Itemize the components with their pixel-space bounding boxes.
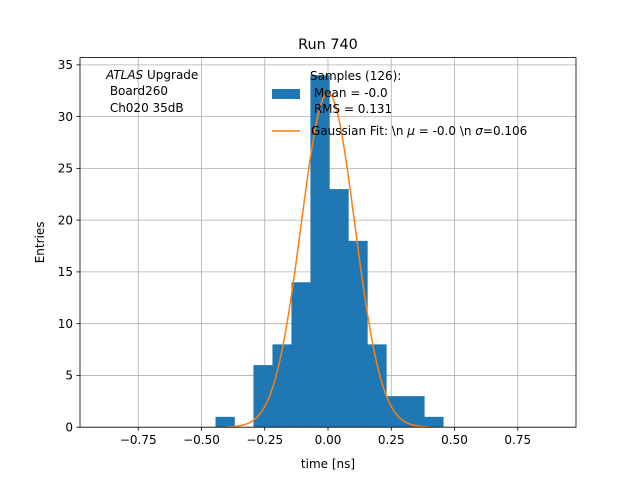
y-tick-label-4: 20	[58, 213, 73, 227]
atlas-label: ATLAS	[105, 68, 144, 82]
y-axis-label: Entries	[33, 222, 47, 264]
upgrade-label: Upgrade	[143, 68, 198, 82]
x-tick-label-4: 0.25	[378, 433, 405, 447]
histogram-bar-3	[291, 282, 311, 428]
histogram-bar-4	[310, 75, 330, 428]
legend-hist-swatch	[272, 89, 300, 99]
x-tick-label-5: 0.50	[441, 433, 468, 447]
legend-fit-part-middle: = -0.0 \n	[415, 124, 475, 138]
x-tick-label-3: 0.00	[315, 433, 342, 447]
histogram-bar-1	[253, 365, 273, 428]
atlas-annotation-line3: Ch020 35dB	[106, 101, 184, 115]
chart-title: Run 740	[298, 37, 358, 53]
x-tick-label-6: 0.75	[504, 433, 531, 447]
histogram-bar-0	[215, 416, 235, 428]
y-tick-label-2: 10	[58, 317, 73, 331]
x-axis-label: time [ns]	[301, 457, 355, 471]
histogram-bar-2	[272, 344, 292, 428]
atlas-annotation-line2: Board260	[106, 84, 168, 98]
legend-hist-line2: Mean = -0.0	[310, 86, 388, 100]
x-tick-label-0: −0.75	[120, 433, 157, 447]
y-axis-ticks: 0 5 10 15 20 25 30 35	[58, 58, 80, 435]
histogram-bar-10	[424, 416, 444, 428]
x-axis-ticks: −0.75 −0.50 −0.25 0.00 0.25 0.50 0.75	[120, 427, 531, 447]
y-tick-label-1: 5	[65, 369, 73, 383]
histogram-bar-7	[367, 344, 387, 428]
y-tick-label-6: 30	[58, 110, 73, 124]
histogram-bar-6	[348, 240, 368, 428]
legend-fit-part-suffix: =0.106	[483, 124, 527, 138]
legend: Samples (126): Mean = -0.0 RMS = 0.131 G…	[272, 69, 527, 138]
histogram-bar-9	[405, 396, 425, 428]
legend-fit-label: Gaussian Fit: \n μ = -0.0 \n σ=0.106	[311, 124, 527, 138]
y-tick-label-3: 15	[58, 265, 73, 279]
legend-hist-line1: Samples (126):	[310, 69, 401, 83]
histogram-bar-5	[329, 189, 349, 428]
legend-hist-line3: RMS = 0.131	[310, 102, 392, 116]
legend-fit-mu-symbol: μ	[406, 124, 415, 138]
x-tick-label-1: −0.50	[183, 433, 220, 447]
y-tick-label-5: 25	[58, 162, 73, 176]
x-tick-label-2: −0.25	[246, 433, 283, 447]
y-tick-label-0: 0	[65, 421, 73, 435]
atlas-annotation-line1: ATLAS Upgrade	[105, 68, 198, 82]
legend-fit-sigma-symbol: σ	[475, 124, 483, 138]
atlas-annotation: ATLAS Upgrade Board260 Ch020 35dB	[105, 68, 198, 115]
legend-fit-part-prefix: Gaussian Fit: \n	[311, 124, 407, 138]
gaussian-fit-curve	[226, 92, 430, 428]
y-tick-label-7: 35	[58, 58, 73, 72]
